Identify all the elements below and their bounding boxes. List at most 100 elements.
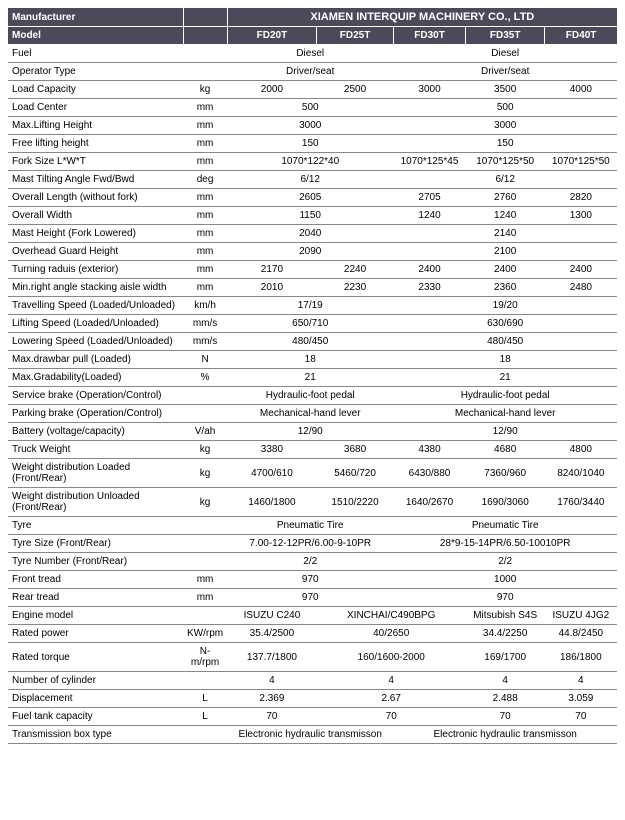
table-row: Transmission box typeElectronic hydrauli… — [8, 726, 617, 744]
row-value: 70 — [227, 708, 317, 726]
row-value: 4380 — [393, 441, 465, 459]
row-value: 4680 — [466, 441, 545, 459]
row-value: 480/450 — [393, 333, 617, 351]
row-unit: kg — [183, 488, 227, 517]
mfr-unit — [183, 8, 227, 27]
row-value: 17/19 — [227, 297, 393, 315]
row-value: 3.059 — [545, 690, 617, 708]
row-value: 1640/2670 — [393, 488, 465, 517]
row-value: 4 — [227, 672, 317, 690]
row-value: 2040 — [227, 225, 393, 243]
row-value: 480/450 — [227, 333, 393, 351]
row-value: 2760 — [466, 189, 545, 207]
row-value: 1000 — [393, 571, 617, 589]
row-label: Truck Weight — [8, 441, 183, 459]
row-value: 970 — [393, 589, 617, 607]
table-row: Rated torqueN-m/rpm137.7/1800160/1600-20… — [8, 643, 617, 672]
row-label: Weight distribution Unloaded (Front/Rear… — [8, 488, 183, 517]
row-value: 70 — [545, 708, 617, 726]
row-label: Service brake (Operation/Control) — [8, 387, 183, 405]
row-value: 70 — [466, 708, 545, 726]
row-value: 2230 — [317, 279, 394, 297]
row-value: 18 — [393, 351, 617, 369]
table-row: Mast Tilting Angle Fwd/Bwddeg6/126/12 — [8, 171, 617, 189]
table-row: Turning raduis (exterior)mm2170224024002… — [8, 261, 617, 279]
row-value: 2400 — [545, 261, 617, 279]
row-label: Engine model — [8, 607, 183, 625]
row-value: 4800 — [545, 441, 617, 459]
row-unit: mm — [183, 589, 227, 607]
row-value: 1070*122*40 — [227, 153, 393, 171]
table-row: Lowering Speed (Loaded/Unloaded)mm/s480/… — [8, 333, 617, 351]
row-value: 2.369 — [227, 690, 317, 708]
row-label: Mast Tilting Angle Fwd/Bwd — [8, 171, 183, 189]
row-value: 186/1800 — [545, 643, 617, 672]
row-label: Transmission box type — [8, 726, 183, 744]
row-value: 4 — [317, 672, 466, 690]
row-value: 21 — [227, 369, 393, 387]
row-value: 1240 — [393, 207, 465, 225]
row-value: Mechanical-hand lever — [393, 405, 617, 423]
row-unit — [183, 405, 227, 423]
row-value: 3000 — [227, 117, 393, 135]
model-row: Model FD20T FD25T FD30T FD35T FD40T — [8, 27, 617, 45]
row-value: 44.8/2450 — [545, 625, 617, 643]
row-value: 4 — [545, 672, 617, 690]
row-unit: kg — [183, 441, 227, 459]
table-row: TyrePneumatic TirePneumatic Tire — [8, 517, 617, 535]
row-value: 2820 — [545, 189, 617, 207]
row-label: Tyre Number (Front/Rear) — [8, 553, 183, 571]
row-value: Driver/seat — [227, 63, 393, 81]
row-unit: km/h — [183, 297, 227, 315]
model-2: FD30T — [393, 27, 465, 45]
row-label: Turning raduis (exterior) — [8, 261, 183, 279]
row-unit: % — [183, 369, 227, 387]
row-value: 1070*125*45 — [393, 153, 465, 171]
row-label: Min.right angle stacking aisle width — [8, 279, 183, 297]
row-label: Fuel tank capacity — [8, 708, 183, 726]
row-value: 630/690 — [393, 315, 617, 333]
row-value: 3000 — [393, 81, 465, 99]
row-value: 6430/880 — [393, 459, 465, 488]
row-value: 2400 — [393, 261, 465, 279]
row-value: 1760/3440 — [545, 488, 617, 517]
row-value: 500 — [227, 99, 393, 117]
row-value: 2500 — [317, 81, 394, 99]
row-value: 3000 — [393, 117, 617, 135]
row-value: XINCHAI/C490BPG — [317, 607, 466, 625]
table-row: Min.right angle stacking aisle widthmm20… — [8, 279, 617, 297]
row-value: 35.4/2500 — [227, 625, 317, 643]
table-row: Operator TypeDriver/seatDriver/seat — [8, 63, 617, 81]
row-unit — [183, 553, 227, 571]
row-label: Rear tread — [8, 589, 183, 607]
row-value: 2605 — [227, 189, 393, 207]
table-row: Service brake (Operation/Control)Hydraul… — [8, 387, 617, 405]
table-row: Free lifting heightmm150150 — [8, 135, 617, 153]
table-row: Max.Gradability(Loaded)%2121 — [8, 369, 617, 387]
row-value: 2330 — [393, 279, 465, 297]
row-value: 12/90 — [393, 423, 617, 441]
row-value: 2705 — [393, 189, 465, 207]
row-label: Number of cylinder — [8, 672, 183, 690]
row-value: 34.4/2250 — [466, 625, 545, 643]
row-value: 8240/1040 — [545, 459, 617, 488]
row-unit: mm — [183, 225, 227, 243]
row-value: Pneumatic Tire — [227, 517, 393, 535]
row-unit — [183, 387, 227, 405]
row-value: Pneumatic Tire — [393, 517, 617, 535]
table-row: Fork Size L*W*Tmm1070*122*401070*125*451… — [8, 153, 617, 171]
row-value: 1510/2220 — [317, 488, 394, 517]
row-value: 5460/720 — [317, 459, 394, 488]
row-unit: N — [183, 351, 227, 369]
manufacturer-row: Manufacturer XIAMEN INTERQUIP MACHINERY … — [8, 8, 617, 27]
table-row: Number of cylinder4444 — [8, 672, 617, 690]
row-value: 970 — [227, 571, 393, 589]
row-label: Lifting Speed (Loaded/Unloaded) — [8, 315, 183, 333]
row-value: 150 — [393, 135, 617, 153]
row-value: ISUZU 4JG2 — [545, 607, 617, 625]
row-unit: mm/s — [183, 315, 227, 333]
table-row: Truck Weightkg33803680438046804800 — [8, 441, 617, 459]
row-label: Max.Lifting Height — [8, 117, 183, 135]
row-value: 1070*125*50 — [545, 153, 617, 171]
row-value: 3500 — [466, 81, 545, 99]
